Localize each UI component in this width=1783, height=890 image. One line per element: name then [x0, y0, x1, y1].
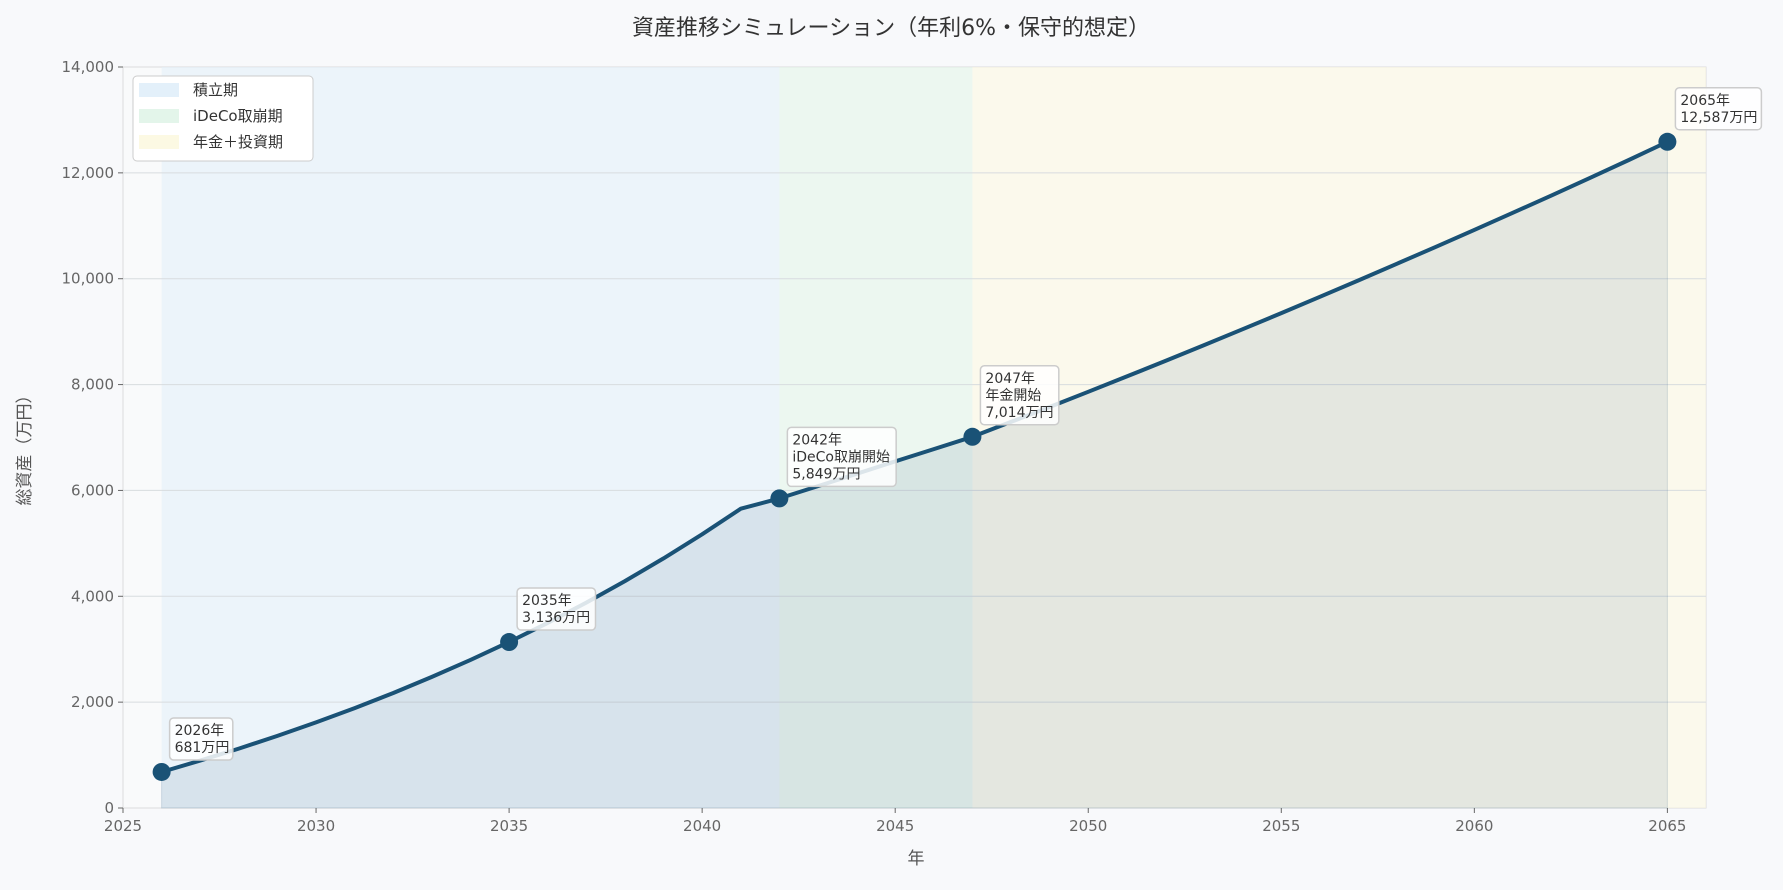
y-axis-label: 総資産（万円）: [15, 387, 35, 506]
phase-band-2: [972, 67, 1706, 808]
data-point: [963, 427, 982, 446]
annotation-text: 2065年: [1680, 93, 1730, 109]
legend-swatch: [139, 135, 179, 149]
y-tick-label: 12,000: [62, 164, 115, 182]
x-tick-label: 2030: [297, 817, 335, 835]
x-tick-label: 2055: [1262, 817, 1300, 835]
x-tick-label: 2035: [490, 817, 528, 835]
annotation-text: 681万円: [175, 740, 230, 756]
legend-label: iDeCo取崩期: [193, 107, 283, 125]
annotation-text: 3,136万円: [522, 610, 590, 626]
y-tick-label: 4,000: [71, 587, 114, 605]
data-point: [152, 762, 171, 781]
annotation-box: [786, 426, 897, 488]
x-tick-label: 2025: [104, 817, 142, 835]
x-tick-label: 2045: [876, 817, 914, 835]
annotation-box: [516, 587, 597, 631]
y-tick-label: 14,000: [62, 58, 115, 76]
x-tick-label: 2065: [1648, 817, 1686, 835]
annotation-text: 2026年: [175, 723, 225, 739]
annotation-text: 年金開始: [985, 388, 1041, 404]
data-point: [770, 489, 789, 508]
data-point: [500, 633, 519, 652]
plot-area: 0 2,000 4,000 6,000 8,000 10,000 12,000 14,000 2…: [62, 58, 1763, 835]
annotation-box: [1674, 87, 1763, 131]
y-tick-label: 10,000: [62, 270, 115, 288]
x-axis-label: 年: [908, 849, 925, 869]
annotation-text: 2047年: [985, 371, 1035, 387]
x-tick-label: 2050: [1069, 817, 1107, 835]
annotation-box: [979, 365, 1060, 426]
annotation-text: iDeCo取崩開始: [792, 449, 890, 465]
series-line: [161, 139, 1669, 774]
data-point: [1658, 132, 1677, 151]
annotation-box: [168, 717, 234, 761]
y-tick-label: 0: [104, 799, 114, 817]
legend-swatch: [139, 109, 179, 123]
annotation-text: 12,587万円: [1680, 110, 1757, 126]
phase-band-0: [161, 67, 780, 808]
x-tick-label: 2060: [1455, 817, 1493, 835]
x-tick-label: 2040: [683, 817, 721, 835]
annotation-text: 2042年: [792, 432, 842, 448]
y-tick-label: 2,000: [71, 693, 114, 711]
annotation-text: 7,014万円: [985, 405, 1053, 421]
legend-label: 積立期: [193, 81, 238, 99]
annotation-text: 5,849万円: [792, 466, 860, 482]
y-tick-label: 6,000: [71, 481, 114, 499]
annotation-text: 2035年: [522, 593, 572, 609]
chart-title: 資産推移シミュレーション（年利6%・保守的想定）: [632, 16, 1150, 41]
legend-label: 年金＋投資期: [193, 133, 283, 151]
legend-swatch: [139, 83, 179, 97]
y-tick-label: 8,000: [71, 376, 114, 394]
